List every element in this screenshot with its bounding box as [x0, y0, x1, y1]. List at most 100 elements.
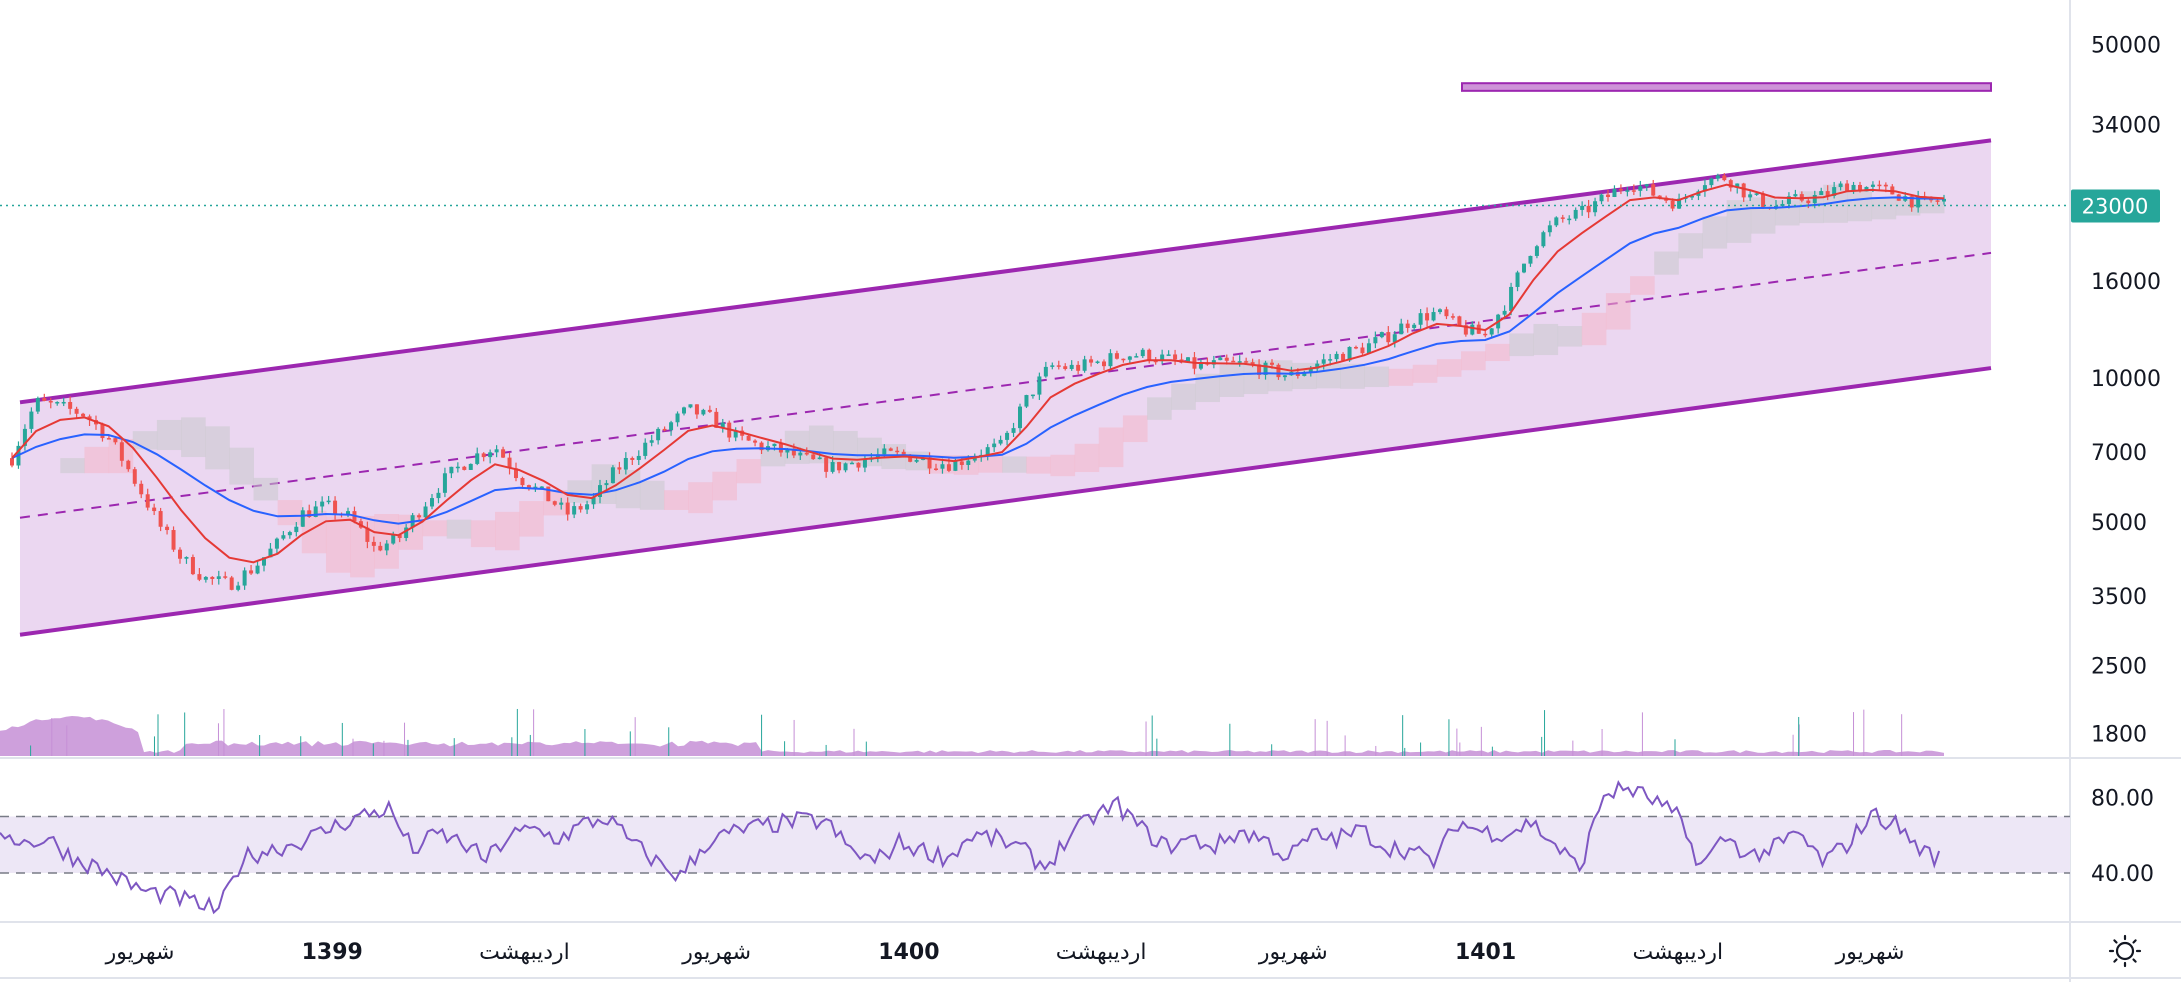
candle-body	[397, 534, 402, 538]
price-tick-label: 1800	[2091, 723, 2147, 748]
candle-body	[830, 462, 835, 472]
candle-body	[1392, 334, 1397, 343]
candle-body	[158, 511, 163, 527]
candle-body	[1631, 190, 1636, 192]
candle-body	[1942, 198, 1946, 202]
candle-body	[1580, 205, 1585, 210]
candle-body	[604, 483, 609, 486]
candle-body	[882, 448, 887, 455]
candle-body	[313, 506, 318, 517]
candle-body	[850, 462, 854, 465]
candle-body	[688, 404, 693, 408]
candle-body	[1173, 354, 1178, 360]
candle-body	[449, 466, 454, 474]
price-axis[interactable]: 50000 34000 16000 10000 7000 5000 3500 2500 1800	[2091, 34, 2161, 748]
cloud-segment	[181, 417, 206, 458]
candle-body	[1308, 368, 1313, 373]
candle-body	[126, 460, 131, 470]
candle-body	[753, 440, 758, 443]
time-label-month: اردیبهشت	[479, 940, 570, 965]
rsi-tick-label: 80.00	[2091, 787, 2154, 812]
candle-body	[1360, 347, 1365, 354]
price-tick-label: 10000	[2091, 367, 2161, 392]
cloud-segment	[84, 446, 110, 474]
candle-body	[430, 498, 434, 507]
candle-body	[817, 457, 822, 460]
candle-body	[268, 548, 273, 558]
candle-body	[610, 467, 615, 484]
time-label-month: شهریور	[105, 940, 175, 965]
resistance-box	[1461, 82, 1992, 92]
candle-body	[940, 464, 945, 469]
candle-body	[1095, 361, 1100, 363]
candle-body	[856, 462, 861, 468]
candle-body	[636, 455, 641, 460]
candle-body	[1618, 189, 1623, 191]
candle-body	[1030, 394, 1035, 397]
candle-body	[520, 478, 525, 486]
cloud-segment	[688, 482, 713, 514]
candle-body	[1851, 184, 1856, 192]
candle-body	[371, 541, 376, 546]
candle-body	[1341, 353, 1346, 361]
candle-body	[436, 492, 441, 499]
candle-body	[1050, 365, 1055, 367]
time-label-month: اردیبهشت	[1056, 940, 1147, 965]
candle-body	[1134, 356, 1139, 358]
candle-body	[287, 532, 292, 536]
candle-body	[552, 501, 557, 505]
candle-body	[895, 450, 900, 453]
cloud-segment	[470, 520, 496, 548]
time-label-year: 1400	[878, 940, 939, 965]
cloud-segment	[446, 519, 472, 539]
candle-body	[1690, 195, 1694, 198]
candle-body	[720, 422, 725, 428]
cloud-segment	[519, 501, 544, 537]
candle-body	[623, 457, 628, 470]
cloud-segment	[1847, 190, 1873, 222]
regression-channel[interactable]	[19, 138, 1992, 637]
candle-body	[184, 557, 189, 559]
cloud-segment	[1412, 364, 1438, 383]
candle-body	[1657, 195, 1662, 198]
candle-body	[139, 483, 144, 495]
volume-histogram	[0, 708, 1944, 756]
candle-body	[1838, 183, 1843, 188]
candle-body	[1237, 361, 1242, 363]
candle-body	[1005, 432, 1010, 440]
cloud-segment	[1364, 366, 1390, 388]
candle-body	[656, 428, 661, 441]
candle-body	[1606, 194, 1610, 197]
candle-body	[197, 574, 202, 580]
candle-body	[707, 409, 712, 412]
candle-body	[417, 515, 422, 518]
candle-body	[1011, 428, 1016, 433]
rsi-indicator[interactable]	[0, 780, 2070, 915]
cloud-segment	[132, 431, 158, 450]
candle-body	[1806, 200, 1811, 204]
time-label-year: 1401	[1455, 940, 1516, 965]
candle-body	[843, 463, 848, 471]
cloud-segment	[495, 511, 520, 551]
cloud-segment	[1774, 200, 1800, 226]
cloud-segment	[1485, 343, 1510, 362]
candle-body	[365, 527, 370, 542]
cloud-segment	[1388, 368, 1414, 386]
candle-body	[1186, 357, 1190, 362]
cloud-segment	[1871, 197, 1897, 220]
cloud-segment	[1461, 351, 1486, 371]
candle-body	[501, 449, 506, 458]
sun-gear-icon[interactable]	[2108, 934, 2142, 968]
candle-body	[1354, 346, 1358, 349]
candle-body	[1386, 332, 1391, 343]
cloud-segment	[1050, 454, 1076, 477]
candle-body	[1567, 218, 1572, 221]
time-axis[interactable]: شهریور 1399 اردیبهشت شهریور 1400 اردیبهشت شهری…	[105, 940, 1905, 965]
candle-body	[35, 398, 40, 412]
candle-body	[1328, 359, 1333, 361]
candle-body	[1819, 191, 1824, 196]
resistance-zone[interactable]	[1461, 82, 1992, 92]
candle-body	[1089, 359, 1094, 363]
rsi-axis[interactable]: 80.00 40.00	[2091, 787, 2154, 887]
